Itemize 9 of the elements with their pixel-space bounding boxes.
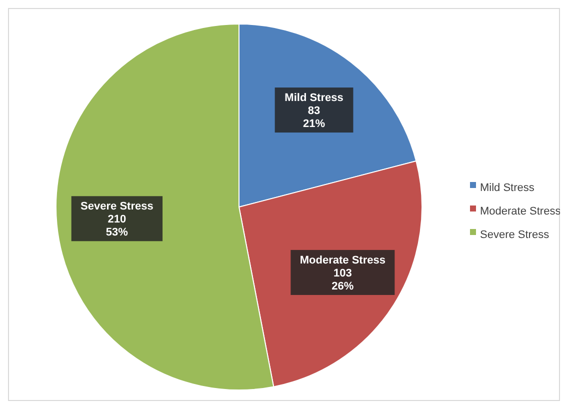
- data-label: 83 21%: [303, 105, 326, 130]
- slice-label: Moderate Stress: [300, 254, 386, 266]
- legend-label: Mild Stress: [480, 182, 535, 194]
- legend-label: Moderate Stress: [480, 205, 562, 218]
- slice-label: Mild Stress: [284, 92, 344, 104]
- data-label: 210 53%: [106, 214, 128, 239]
- legend-label: Severe Stress: [480, 228, 550, 241]
- data-label: 103 26%: [332, 267, 354, 292]
- slice-label: Severe Stress: [80, 200, 154, 213]
